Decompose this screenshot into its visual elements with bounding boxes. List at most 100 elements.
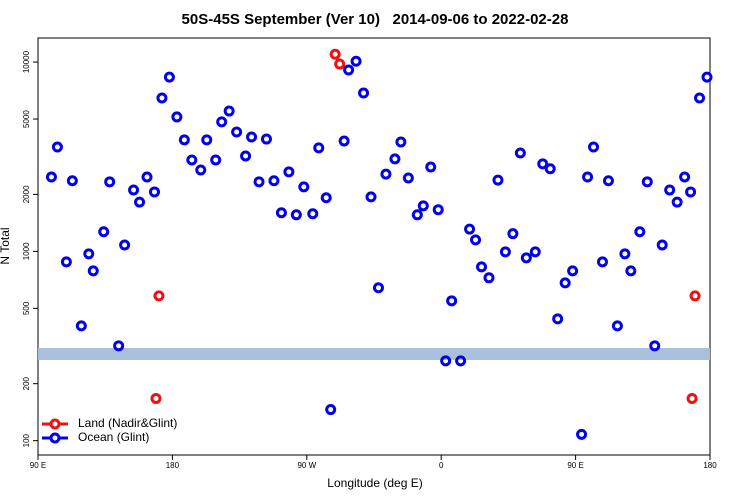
point — [260, 133, 272, 145]
x-tick-label: 180 — [166, 461, 180, 470]
reference-band — [38, 348, 710, 360]
y-tick-label: 2000 — [22, 185, 31, 203]
point — [395, 136, 407, 148]
y-tick-label: 5000 — [22, 110, 31, 128]
point — [567, 265, 579, 277]
point — [358, 87, 370, 99]
x-tick-label: 180 — [703, 461, 717, 470]
point — [685, 186, 697, 198]
point — [537, 158, 549, 170]
point — [544, 163, 556, 175]
point — [380, 168, 392, 180]
point — [446, 295, 458, 307]
point — [231, 126, 243, 138]
point — [440, 355, 452, 367]
point — [686, 393, 698, 405]
point — [689, 290, 701, 302]
point — [186, 154, 198, 166]
legend-marker — [49, 418, 61, 430]
point — [216, 116, 228, 128]
point — [246, 131, 258, 143]
point — [664, 184, 676, 196]
point — [290, 209, 302, 221]
point — [201, 134, 213, 146]
point — [66, 175, 78, 187]
point — [514, 147, 526, 159]
point — [552, 313, 564, 325]
point — [240, 150, 252, 162]
legend-label: Ocean (Glint) — [78, 430, 149, 444]
point — [268, 175, 280, 187]
point — [464, 223, 476, 235]
point — [417, 200, 429, 212]
point — [210, 154, 222, 166]
point — [625, 265, 637, 277]
point — [98, 226, 110, 238]
point — [520, 252, 532, 264]
point — [425, 161, 437, 173]
point — [153, 290, 165, 302]
point — [320, 192, 332, 204]
point — [298, 181, 310, 193]
point — [679, 171, 691, 183]
point — [134, 196, 146, 208]
point — [253, 176, 265, 188]
point — [476, 261, 488, 273]
x-axis-label: Longitude (deg E) — [327, 476, 422, 490]
point — [455, 355, 467, 367]
point — [492, 174, 504, 186]
point — [634, 226, 646, 238]
point — [163, 71, 175, 83]
point — [128, 184, 140, 196]
point — [576, 428, 588, 440]
point — [83, 248, 95, 260]
legend-label: Land (Nadir&Glint) — [78, 416, 177, 430]
point — [150, 393, 162, 405]
point — [619, 248, 631, 260]
point — [402, 172, 414, 184]
x-tick-label: 90 W — [297, 461, 316, 470]
point — [171, 111, 183, 123]
point — [588, 141, 600, 153]
point — [529, 246, 541, 258]
y-tick-label: 200 — [22, 376, 31, 390]
point — [325, 404, 337, 416]
point — [432, 204, 444, 216]
point — [649, 340, 661, 352]
point — [156, 92, 168, 104]
point — [611, 320, 623, 332]
point — [283, 166, 295, 178]
point — [671, 196, 683, 208]
point — [334, 58, 346, 70]
point — [602, 175, 614, 187]
point — [499, 246, 511, 258]
chart-title: 50S-45S September (Ver 10) 2014-09-06 to… — [182, 11, 569, 28]
y-tick-label: 500 — [22, 301, 31, 315]
x-tick-label: 90 E — [30, 461, 46, 470]
point — [329, 48, 341, 60]
x-tick-label: 0 — [439, 461, 444, 470]
point — [596, 256, 608, 268]
point — [694, 92, 706, 104]
point — [507, 228, 519, 240]
point — [372, 282, 384, 294]
point — [45, 171, 57, 183]
point — [343, 64, 355, 76]
legend-marker — [49, 432, 61, 444]
x-tick-label: 90 E — [567, 461, 583, 470]
point — [470, 234, 482, 246]
point — [641, 176, 653, 188]
point — [389, 153, 401, 165]
point — [307, 208, 319, 220]
point — [178, 134, 190, 146]
y-tick-label: 100 — [22, 433, 31, 447]
point — [350, 55, 362, 67]
point — [119, 239, 131, 251]
plot-frame — [37, 37, 711, 456]
point — [313, 142, 325, 154]
point — [559, 277, 571, 289]
point — [104, 176, 116, 188]
point — [275, 207, 287, 219]
